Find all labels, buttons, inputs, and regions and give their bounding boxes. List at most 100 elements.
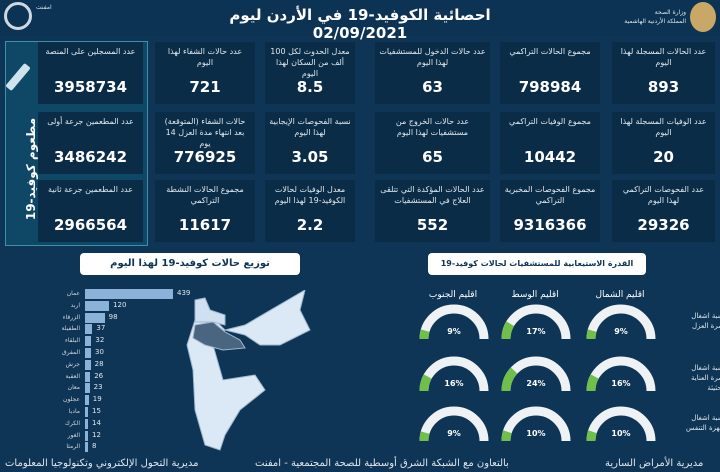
bar [85, 430, 88, 441]
bar-row: معان 23 [0, 382, 200, 394]
bar-row: عجلون 19 [0, 394, 200, 406]
footer-left: مديرية التحول الإلكتروني وتكنولوجيا المع… [5, 458, 199, 469]
syringe-icon [5, 62, 31, 92]
stat-label: عدد حالات الدخول للمستشفيات لهذا اليوم [379, 47, 486, 67]
bar-row: عمان 439 [0, 288, 200, 300]
row-label: نسبة اشغال أسرة العزل [691, 312, 720, 330]
stat-label: مجموع الفحوصات المخبرية التراكمي [504, 185, 596, 205]
bar [85, 348, 91, 358]
stat-label: مجموع الحالات التراكمي [509, 47, 591, 56]
bar [85, 407, 88, 417]
bar-row: المفرق 30 [0, 347, 200, 359]
stat-card: حالات الشفاء (المتوقعة) بعد انتهاء مدة ا… [155, 112, 255, 174]
ministry-line2: المملكة الأردنية الهاشمية [624, 18, 686, 25]
bar-row: العقبة 26 [0, 371, 200, 383]
bar-row: الكرك 14 [0, 418, 200, 430]
vaccine-stat-value: 3958734 [53, 78, 128, 96]
vaccine-stat-label: عدد المطعمين جرعة أولى [47, 117, 134, 126]
bar-value: 12 [92, 430, 101, 439]
bar-value: 37 [96, 324, 106, 333]
header [0, 0, 720, 36]
stat-card: مجموع الحالات التراكمي 798984 [500, 42, 600, 104]
bar-value: 23 [93, 383, 103, 392]
stat-value: 9316366 [513, 216, 587, 234]
bar-label: عجلون [63, 396, 80, 404]
stat-card: معدل الحدوث لكل 100 ألف من السكان لهذا ا… [265, 42, 355, 104]
bar-row: اربد 120 [0, 300, 200, 312]
stat-label: مجموع الوفيات التراكمي [509, 117, 591, 126]
gauge-value: 24% [526, 379, 546, 388]
stat-card: عدد الحالات المؤكدة التي تتلقى العلاج في… [375, 180, 490, 242]
bar-value: 14 [92, 418, 101, 427]
stat-label: عدد الحالات المسجلة لهذا اليوم [620, 47, 707, 67]
occupancy-gauge [419, 356, 489, 392]
region-header: اقليم الشمال [595, 290, 645, 300]
vaccine-stat-value: 2966564 [53, 216, 128, 234]
bar-row: البلقاء 32 [0, 335, 200, 347]
stat-value: 11617 [178, 216, 232, 234]
report-date: 02/09/2021 [312, 24, 408, 42]
stat-value: 3.05 [291, 148, 329, 166]
bar-value: 19 [92, 395, 102, 404]
gauge-value: 9% [614, 327, 628, 336]
stat-label: معدل الحدوث لكل 100 ألف من السكان لهذا ا… [270, 47, 350, 78]
bar [85, 418, 88, 429]
bar-value: 439 [177, 289, 191, 297]
map-region-east [224, 290, 311, 346]
stat-label: معدل الوفيات لحالات الكوفيد-19 لهذا اليو… [274, 185, 346, 205]
distribution-title: توزيع حالات كوفيد-19 لهذا اليوم [80, 253, 300, 275]
stat-value: 65 [422, 148, 443, 166]
stat-card: مجموع الوفيات التراكمي 10442 [500, 112, 600, 174]
bar-label: مادبا [68, 408, 80, 415]
bar-label: الزرقاء [62, 313, 80, 321]
stat-card: عدد الفحوصات التراكمي لهذا اليوم 29326 [612, 180, 715, 242]
bar [85, 359, 91, 370]
map-region-amman [192, 321, 246, 351]
gauge-value: 16% [611, 379, 631, 388]
bar [85, 442, 88, 453]
bar-row: الرمثا 8 [0, 441, 200, 453]
occupancy-gauge [586, 304, 656, 340]
vaccine-stat-value: 3486242 [53, 148, 128, 166]
bar [85, 300, 110, 311]
bar-label: المفرق [62, 349, 80, 356]
stat-label: نسبة الفحوصات الإيجابية لهذا اليوم [269, 117, 351, 137]
region-header: اقليم الوسط [511, 290, 559, 300]
bar-label: الطفيلة [61, 325, 80, 333]
stat-value: 893 [647, 78, 680, 96]
stat-card: مجموع الفحوصات المخبرية التراكمي 9316366 [500, 180, 600, 242]
ministry-name: وزارة الصحة المملكة الأردنية الهاشمية [624, 8, 686, 26]
map-region-north [194, 297, 226, 326]
gauge-value: 9% [447, 429, 461, 438]
stat-card: عدد حالات الشفاء لهذا اليوم 721 [155, 42, 255, 104]
bar-value: 15 [92, 407, 101, 415]
bar [85, 324, 93, 335]
stat-value: 63 [422, 78, 443, 96]
stat-value: 798984 [518, 78, 582, 96]
bar-row: مادبا 15 [0, 406, 200, 418]
occupancy-gauge [586, 356, 656, 392]
stat-card: عدد الحالات المسجلة لهذا اليوم 893 [612, 42, 715, 104]
bar-value: 32 [95, 336, 105, 345]
region-header: اقليم الجنوب [428, 290, 478, 300]
bar [85, 371, 91, 382]
stat-value: 8.5 [296, 78, 324, 96]
stat-value: 721 [189, 78, 221, 96]
stat-label: حالات الشفاء (المتوقعة) بعد انتهاء مدة ا… [164, 117, 246, 148]
stat-card: عدد حالات الخروج من مستشفيات لهذا اليوم 6… [375, 112, 490, 174]
stat-card: مجموع الحالات النشطة التراكمي 11617 [155, 180, 255, 242]
stat-value: 29326 [637, 216, 690, 234]
capacity-title: القدرة الاستيعابية للمستشفيات لحالات كوف… [428, 253, 646, 275]
bar-label: الرمثا [66, 443, 80, 451]
stat-card: عدد الوفيات المسجلة لهذا اليوم 20 [612, 112, 715, 174]
bar-row: الزرقاء 98 [0, 312, 200, 324]
jordan-emblem-icon [690, 2, 716, 32]
occupancy-gauge [419, 304, 489, 340]
row-label: نسبة اشغال أجهزة التنفس [685, 414, 720, 432]
bar-value: 120 [113, 300, 127, 309]
bar [85, 289, 173, 299]
bar-row: الغور 12 [0, 430, 200, 442]
footer-middle: بالتعاون مع الشبكة الشرق أوسطية للصحة ال… [255, 458, 509, 469]
ministry-line1: وزارة الصحة [654, 9, 686, 16]
vaccine-card: عدد المسجلين على المنصة 3958734 [38, 42, 143, 104]
